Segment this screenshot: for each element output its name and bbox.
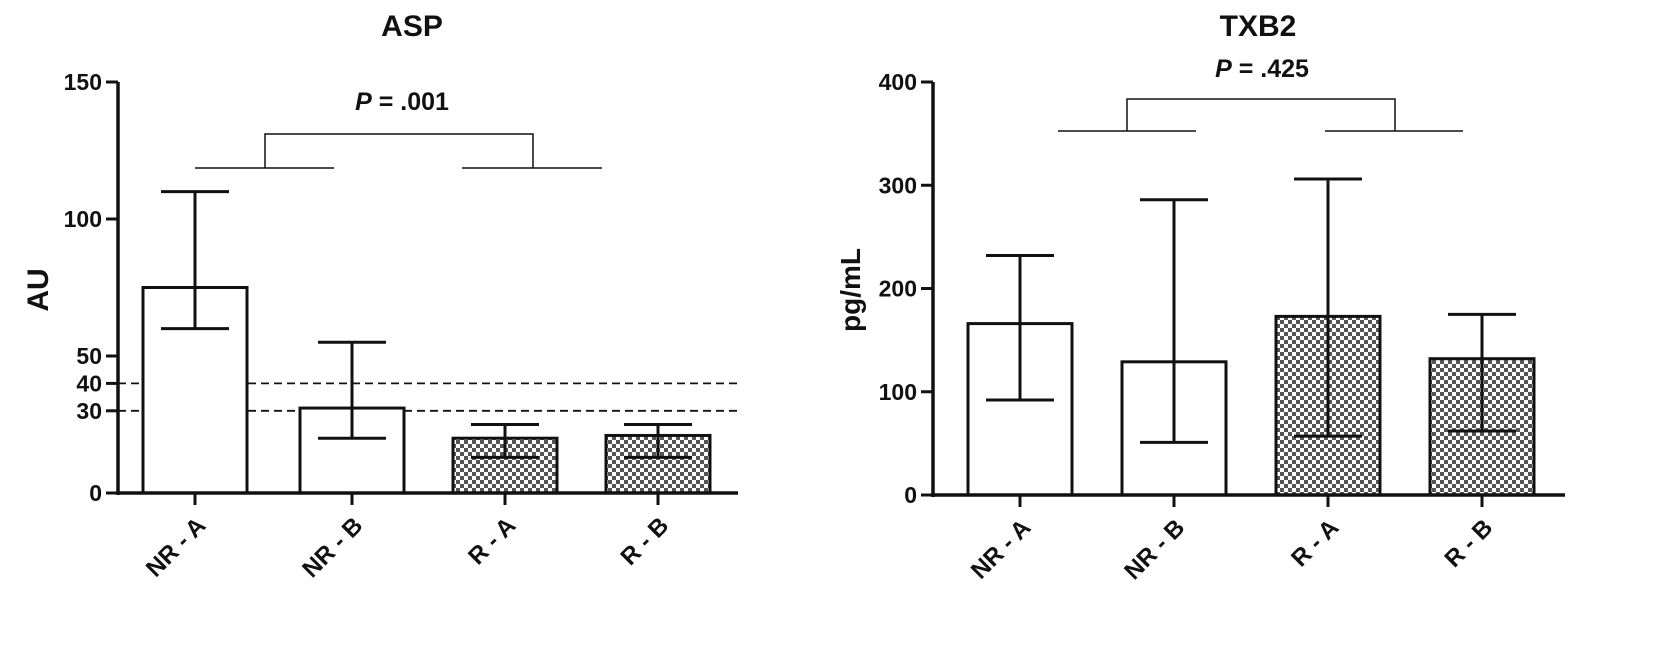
txb2-error-bar-nr-b bbox=[1140, 198, 1208, 444]
asp-x-tick-label-4: R - B bbox=[616, 512, 675, 571]
asp-p-number: = .001 bbox=[372, 88, 449, 116]
asp-x-tick-label-1: NR - A bbox=[141, 512, 211, 582]
asp-y-tick-label-100: 100 bbox=[64, 206, 102, 232]
txb2-y-tick-label-300: 300 bbox=[879, 172, 917, 198]
asp-bars bbox=[141, 286, 712, 495]
txb2-y-axis-label: pg/mL bbox=[835, 248, 866, 332]
asp-x-ticks: NR - A NR - B R - A R - B bbox=[141, 493, 674, 583]
asp-y-tick-label-0: 0 bbox=[89, 480, 102, 506]
txb2-y-tick-label-400: 400 bbox=[879, 69, 917, 95]
asp-title: ASP bbox=[381, 10, 443, 43]
asp-y-axis-label: AU bbox=[22, 268, 55, 311]
asp-error-bar-r-b bbox=[624, 423, 692, 459]
txb2-x-tick-label-2: NR - B bbox=[1119, 514, 1190, 585]
txb2-error-bar-r-b bbox=[1448, 312, 1516, 433]
txb2-y-tick-label-200: 200 bbox=[879, 276, 917, 302]
txb2-panel: TXB2 pg/mL P = .425 0 100 200 300 400 NR - A… bbox=[835, 10, 1565, 585]
asp-error-bar-r-a bbox=[471, 423, 539, 459]
txb2-bracket-top bbox=[1126, 98, 1396, 131]
asp-y-tick-label-50: 50 bbox=[76, 343, 102, 369]
asp-axes bbox=[116, 82, 738, 495]
txb2-error-bars bbox=[986, 177, 1516, 444]
asp-error-bar-nr-b bbox=[318, 340, 386, 440]
asp-bracket-top bbox=[264, 133, 534, 168]
txb2-x-tick-label-4: R - B bbox=[1440, 514, 1499, 573]
asp-significance-bracket bbox=[195, 133, 602, 169]
asp-error-bar-nr-a bbox=[161, 190, 229, 331]
asp-p-value-annotation: P = .001 bbox=[355, 88, 449, 116]
txb2-error-bar-r-a bbox=[1294, 177, 1362, 438]
txb2-p-label: P bbox=[1215, 55, 1232, 83]
txb2-p-number: = .425 bbox=[1232, 55, 1309, 83]
asp-p-label: P bbox=[355, 88, 372, 116]
txb2-bars bbox=[966, 314, 1536, 497]
txb2-y-tick-label-0: 0 bbox=[904, 482, 917, 508]
asp-y-tick-label-30: 30 bbox=[76, 398, 102, 424]
asp-y-tick-label-40: 40 bbox=[76, 370, 102, 396]
txb2-y-ticks: 0 100 200 300 400 bbox=[879, 69, 933, 508]
txb2-p-value-annotation: P = .425 bbox=[1215, 55, 1309, 83]
asp-bar-r-b bbox=[604, 433, 712, 495]
txb2-x-tick-label-1: NR - A bbox=[966, 514, 1036, 584]
asp-x-tick-label-3: R - A bbox=[463, 512, 521, 570]
asp-error-bars bbox=[161, 190, 692, 459]
asp-x-tick-label-2: NR - B bbox=[297, 512, 368, 583]
txb2-error-bar-nr-a bbox=[986, 253, 1054, 402]
txb2-title: TXB2 bbox=[1220, 10, 1297, 43]
txb2-x-tick-label-3: R - A bbox=[1286, 514, 1344, 572]
txb2-y-tick-label-100: 100 bbox=[879, 379, 917, 405]
txb2-x-ticks: NR - A NR - B R - A R - B bbox=[966, 495, 1498, 585]
asp-y-tick-label-150: 150 bbox=[64, 69, 102, 95]
txb2-significance-bracket bbox=[1058, 98, 1463, 132]
